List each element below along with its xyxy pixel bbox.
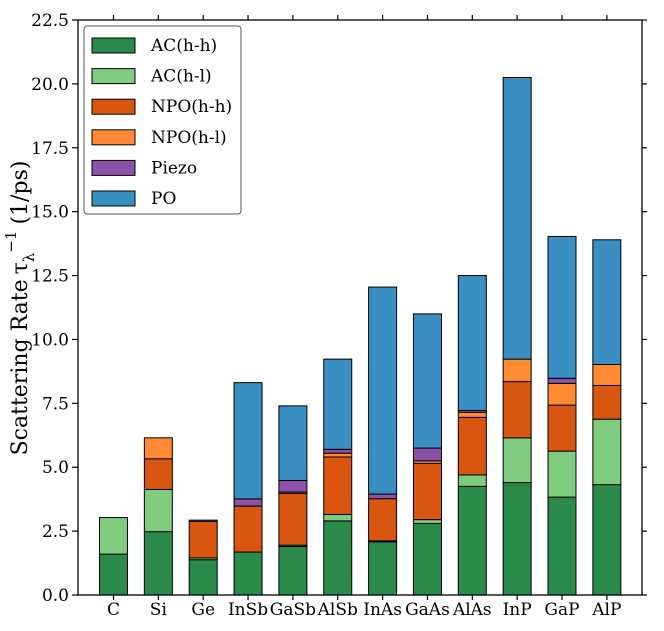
bar-ge-piezo xyxy=(188,519,218,522)
y-tick-label: 7.5 xyxy=(42,394,69,414)
x-tick-label-gaas: GaAs xyxy=(405,600,450,620)
bar-si-npo-h-l xyxy=(143,437,173,460)
bar-inas-ac-h-h xyxy=(368,541,398,596)
legend: AC(h-h) AC(h-l) NPO(h-h) NPO(h-l) Piezo PO xyxy=(83,25,242,215)
bar-si-ac-h-l xyxy=(143,488,173,533)
bar-alas-ac-h-l xyxy=(457,474,487,487)
bar-c-ac-h-h xyxy=(99,553,128,596)
x-tick-label-insb: InSb xyxy=(228,600,268,620)
legend-label-npo-h-l: NPO(h-l) xyxy=(151,128,227,148)
bar-gap-npo-h-h xyxy=(547,404,577,452)
bar-gap-piezo xyxy=(547,377,577,384)
bar-gaas-npo-h-h xyxy=(412,462,442,521)
legend-swatch-po xyxy=(91,190,136,207)
legend-label-ac-h-l: AC(h-l) xyxy=(150,67,212,87)
bar-alas-npo-h-l xyxy=(457,411,487,418)
bar-gasb-piezo xyxy=(278,480,308,493)
legend-swatch-ac-h-l xyxy=(91,68,136,85)
bar-alas-po xyxy=(457,275,487,411)
bar-gap-po xyxy=(547,235,577,379)
bar-gasb-npo-h-h xyxy=(278,492,308,546)
bar-alas-npo-h-h xyxy=(457,416,487,476)
legend-label-piezo: Piezo xyxy=(151,158,197,178)
bar-inp-ac-h-l xyxy=(502,437,532,484)
bar-inas-piezo xyxy=(368,493,398,500)
x-tick-label-alp: AlP xyxy=(591,600,621,620)
bar-inp-ac-h-h xyxy=(502,482,532,596)
x-tick-label-alsb: AlSb xyxy=(317,600,358,620)
bar-gaas-ac-h-h xyxy=(412,522,442,596)
bar-alp-npo-h-h xyxy=(592,384,622,420)
plot-frame xyxy=(77,19,643,596)
bar-insb-ac-h-h xyxy=(233,551,263,596)
x-tick-label-si: Si xyxy=(150,600,168,620)
bar-gasb-ac-h-h xyxy=(278,545,308,596)
y-axis-title: Scattering Rate τλ−1 (1/ps) xyxy=(2,161,38,456)
bar-alsb-ac-h-h xyxy=(323,520,353,596)
bar-inp-npo-h-l xyxy=(502,358,532,383)
bar-alsb-po xyxy=(323,358,353,450)
x-tick-label-alas: AlAs xyxy=(452,600,492,620)
bar-inp-npo-h-h xyxy=(502,381,532,439)
x-tick-label-c: C xyxy=(107,600,120,620)
y-tick-label: 0.0 xyxy=(42,586,69,606)
y-tick-label: 22.5 xyxy=(31,11,69,31)
x-tick-label-ge: Ge xyxy=(191,600,215,620)
y-tick-label: 15.0 xyxy=(31,203,69,223)
bar-ge-ac-h-h xyxy=(188,559,218,596)
bar-alsb-npo-h-h xyxy=(323,456,353,515)
bar-inas-po xyxy=(368,286,398,495)
y-tick-label: 10.0 xyxy=(31,330,69,350)
x-tick-label-inas: InAs xyxy=(363,600,402,620)
legend-swatch-ac-h-h xyxy=(91,37,136,54)
bar-alsb-piezo xyxy=(323,448,353,454)
bar-si-ac-h-h xyxy=(143,531,173,596)
legend-swatch-npo-h-h xyxy=(91,98,136,115)
y-axis-title-unit: (1/ps) xyxy=(8,161,33,225)
y-tick-label: 17.5 xyxy=(31,139,69,159)
bar-alsb-ac-h-l xyxy=(323,514,353,522)
bar-alp-po xyxy=(592,239,622,365)
bar-insb-piezo xyxy=(233,498,263,507)
bar-insb-po xyxy=(233,382,263,500)
bar-gap-ac-h-h xyxy=(547,496,577,596)
bar-inp-po xyxy=(502,77,532,360)
bar-gaas-po xyxy=(412,313,442,449)
x-axis: C Si Ge InSb GaSb AlSb InAs GaAs AlAs InP GaP AlP xyxy=(107,15,621,620)
y-axis-title-subscript: λ xyxy=(20,252,38,262)
y-axis-title-text: Scattering Rate xyxy=(8,279,33,455)
y-tick-label: 2.5 xyxy=(42,522,69,542)
bar-inas-npo-h-h xyxy=(368,498,398,542)
legend-label-ac-h-h: AC(h-h) xyxy=(150,36,217,56)
bar-gap-ac-h-l xyxy=(547,450,577,498)
bar-alsb-npo-h-l xyxy=(323,452,353,458)
y-axis-title-superscript: −1 xyxy=(2,231,20,253)
bar-si-npo-h-h xyxy=(143,458,173,490)
y-tick-label: 20.0 xyxy=(31,75,69,95)
bar-ge-npo-h-h xyxy=(188,520,218,559)
legend-swatch-npo-h-l xyxy=(91,129,136,146)
bar-gaas-piezo xyxy=(412,447,442,462)
bar-gasb-po xyxy=(278,405,308,482)
y-axis: 0.0 2.5 5.0 7.5 10.0 12.5 15.0 17.5 20.0 22.5 xyxy=(31,11,647,606)
bar-alp-ac-h-h xyxy=(592,484,622,596)
legend-label-npo-h-h: NPO(h-h) xyxy=(151,97,232,117)
x-tick-label-inp: InP xyxy=(503,600,532,620)
bars-layer xyxy=(99,77,622,596)
bar-c-ac-h-l xyxy=(99,517,128,555)
legend-label-po: PO xyxy=(151,189,176,209)
y-tick-label: 5.0 xyxy=(42,458,69,478)
bar-alp-ac-h-l xyxy=(592,418,622,486)
bar-alp-npo-h-l xyxy=(592,363,622,386)
y-axis-title-symbol: τ xyxy=(8,262,33,274)
legend-swatch-piezo xyxy=(91,159,136,176)
bar-alas-ac-h-h xyxy=(457,485,487,596)
bar-gap-npo-h-l xyxy=(547,382,577,406)
y-tick-label: 12.5 xyxy=(31,267,69,287)
bar-gaas-ac-h-l xyxy=(412,519,442,524)
bar-insb-npo-h-h xyxy=(233,505,263,553)
x-tick-label-gasb: GaSb xyxy=(270,600,316,620)
x-tick-label-gap: GaP xyxy=(544,600,579,620)
